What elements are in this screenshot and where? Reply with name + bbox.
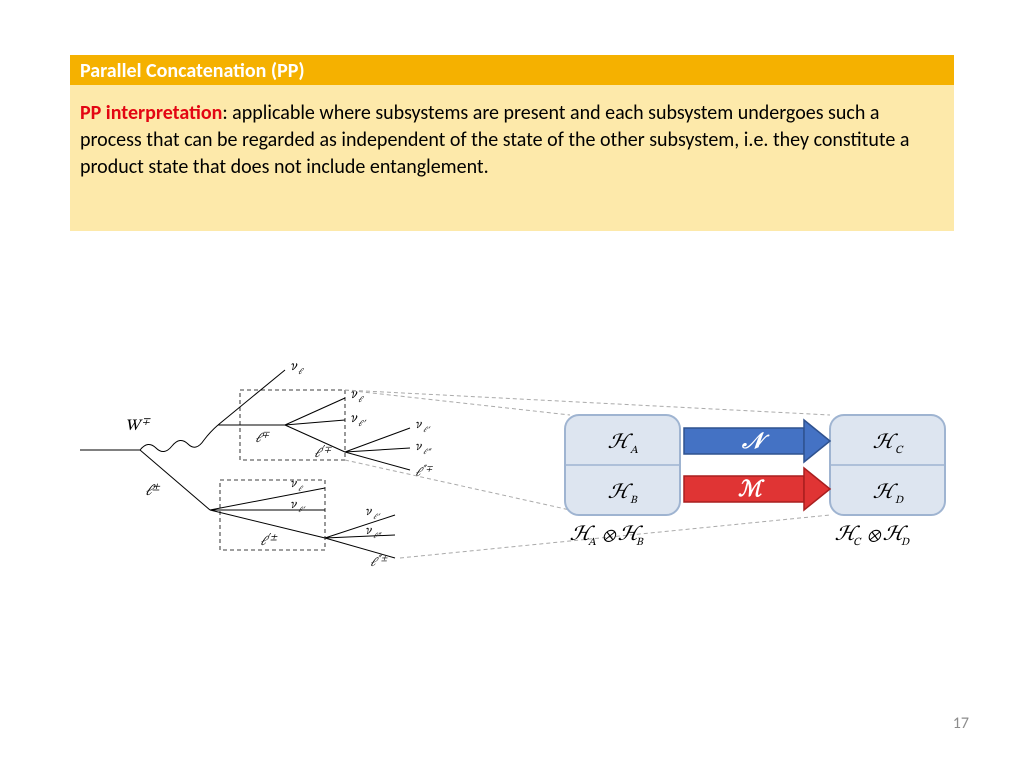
hilbert-group: ℋA ℋB ℋA ⊗ ℋB ℋC ℋD ℋC ⊗ ℋD 𝒩 ℳ	[565, 415, 945, 548]
svg-text:ν: ν	[350, 412, 358, 426]
svg-text:ℓ: ℓ	[358, 395, 364, 405]
svg-text:′∓: ′∓	[321, 444, 332, 455]
svg-text:D: D	[895, 495, 904, 506]
svg-text:∓: ∓	[142, 416, 151, 427]
svg-text:B: B	[630, 495, 638, 506]
svg-text:ν: ν	[365, 506, 372, 519]
svg-text:∓: ∓	[262, 430, 270, 440]
svg-text:ℓ: ℓ	[298, 367, 304, 377]
svg-text:W: W	[125, 418, 143, 434]
svg-text:″±: ″±	[377, 554, 388, 564]
title-bar: Parallel Concatenation (PP)	[70, 55, 954, 85]
svg-text:A: A	[630, 445, 638, 456]
svg-text:″∓: ″∓	[422, 464, 434, 474]
title-text: Parallel Concatenation (PP)	[80, 59, 305, 83]
svg-text:⊗: ⊗	[602, 528, 617, 544]
svg-text:ℓ′: ℓ′	[358, 419, 367, 429]
svg-text:D: D	[901, 537, 910, 548]
page-number: 17	[953, 714, 969, 733]
svg-text:ν: ν	[415, 441, 422, 454]
svg-text:ℓ′: ℓ′	[423, 426, 431, 434]
svg-text:C: C	[853, 537, 862, 548]
svg-text:ℳ: ℳ	[738, 476, 765, 501]
svg-text:±: ±	[152, 482, 161, 493]
svg-text:′±: ′±	[267, 532, 278, 543]
arrow-n: 𝒩	[684, 420, 830, 462]
svg-text:⊗: ⊗	[867, 528, 882, 544]
arrow-m: ℳ	[684, 468, 830, 510]
body-panel: PP interpretation: applicable where subs…	[70, 85, 954, 231]
svg-text:ν: ν	[290, 478, 297, 491]
svg-text:ν: ν	[415, 419, 422, 432]
svg-text:B: B	[636, 537, 644, 548]
svg-text:ℓ″: ℓ″	[423, 448, 432, 456]
pp-label: PP interpretation	[80, 101, 222, 125]
svg-text:A: A	[588, 537, 596, 548]
svg-text:ν: ν	[290, 360, 298, 374]
diagram: W ∓ ℓ ± νℓ νℓ ℓ∓ νℓ′ ℓ′∓ νℓ′ νℓ″ ℓ″∓ νℓ	[70, 320, 954, 580]
